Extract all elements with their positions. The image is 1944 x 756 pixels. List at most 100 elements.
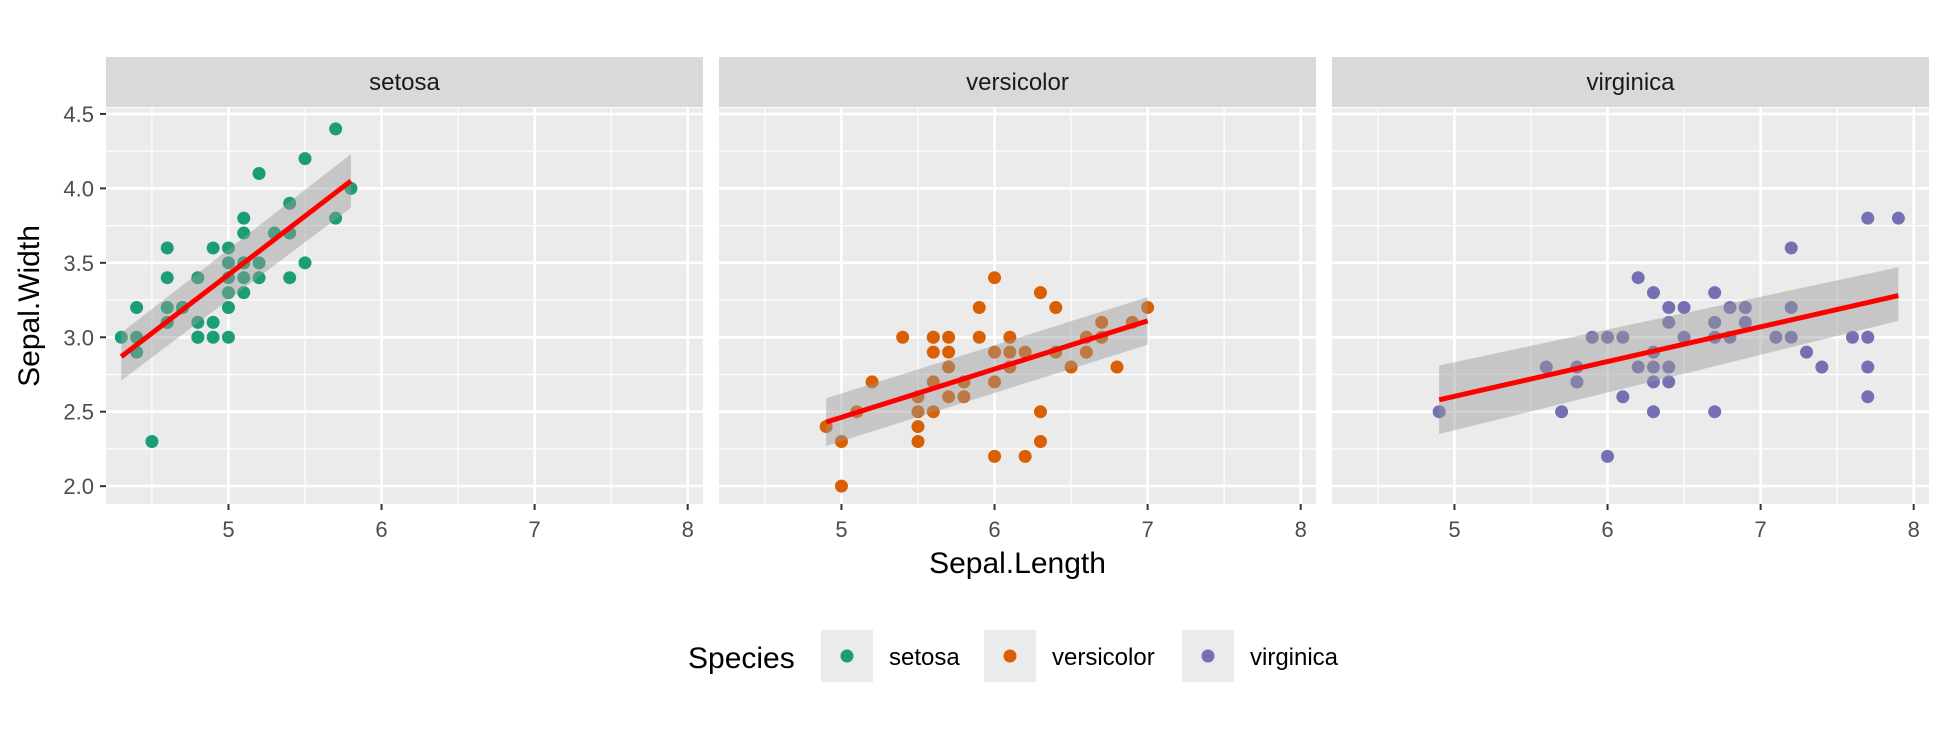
- data-point: [911, 405, 925, 419]
- panel-background: [106, 108, 703, 504]
- data-point: [1631, 271, 1645, 285]
- data-point: [957, 390, 971, 404]
- x-tick-label: 6: [1601, 517, 1613, 542]
- data-point: [942, 345, 956, 359]
- data-point: [1033, 405, 1047, 419]
- facet-strip: [719, 57, 1316, 107]
- x-axis-title: Sepal.Length: [929, 547, 1106, 580]
- data-point: [221, 286, 235, 300]
- data-point: [1601, 330, 1615, 344]
- x-tick-label: 6: [375, 517, 387, 542]
- regression-line: [1438, 293, 1899, 403]
- facet-panel-virginica: virginica: [1332, 57, 1929, 504]
- y-tick-label: 2.0: [63, 474, 94, 499]
- y-tick-label: 4.0: [63, 176, 94, 201]
- data-point: [1861, 330, 1875, 344]
- data-point: [1708, 405, 1722, 419]
- facet-panel-setosa: setosa: [106, 57, 703, 504]
- x-tick-label: 7: [528, 517, 540, 542]
- x-axes: 5 6 7 8 5 6 7 8 5 6 7 8: [222, 504, 1920, 542]
- data-point: [221, 256, 235, 270]
- data-point: [1616, 330, 1630, 344]
- data-point: [1033, 286, 1047, 300]
- data-point: [942, 390, 956, 404]
- data-point: [283, 196, 297, 210]
- data-point: [298, 256, 312, 270]
- y-tick-label: 4.5: [63, 102, 94, 127]
- legend-label: versicolor: [1052, 644, 1155, 671]
- facet-strip-label: setosa: [369, 69, 440, 96]
- data-point: [1662, 300, 1676, 314]
- data-point: [298, 152, 312, 166]
- data-point: [834, 479, 848, 493]
- data-point: [926, 405, 940, 419]
- data-point: [988, 449, 1002, 463]
- facet-panel-versicolor: versicolor: [719, 57, 1316, 504]
- data-point: [1570, 375, 1584, 389]
- y-axis: 2.0 2.5 3.0 3.5 4.0 4.5: [63, 102, 106, 499]
- data-point: [329, 122, 343, 136]
- data-point: [237, 211, 251, 225]
- data-point: [1845, 330, 1859, 344]
- data-point: [1784, 241, 1798, 255]
- facet-strip: [1332, 57, 1929, 107]
- data-point: [191, 271, 205, 285]
- data-point: [283, 271, 297, 285]
- data-point: [145, 434, 159, 448]
- y-tick-label: 3.5: [63, 251, 94, 276]
- panel-background: [719, 108, 1316, 504]
- facet-strip-label: virginica: [1586, 69, 1675, 96]
- data-point: [237, 271, 251, 285]
- data-point: [221, 330, 235, 344]
- data-point: [1769, 330, 1783, 344]
- data-point: [1018, 449, 1032, 463]
- x-tick-label: 8: [1295, 517, 1307, 542]
- legend-swatch: [1003, 649, 1017, 663]
- x-tick-label: 7: [1141, 517, 1153, 542]
- data-point: [942, 360, 956, 374]
- data-point: [865, 375, 879, 389]
- data-point: [1064, 360, 1078, 374]
- x-tick-label: 5: [222, 517, 234, 542]
- facet-strip: [106, 57, 703, 107]
- data-point: [1141, 300, 1155, 314]
- data-point: [1018, 345, 1032, 359]
- legend-swatch: [840, 649, 854, 663]
- data-point: [1784, 330, 1798, 344]
- x-axis-virginica: 5 6 7 8: [1448, 504, 1920, 542]
- data-point: [252, 271, 266, 285]
- regression-line: [825, 318, 1149, 425]
- data-point: [1003, 345, 1017, 359]
- data-point: [114, 330, 128, 344]
- data-point: [206, 315, 220, 329]
- data-point: [972, 330, 986, 344]
- data-point: [221, 241, 235, 255]
- data-point: [1095, 315, 1109, 329]
- data-point: [252, 167, 266, 181]
- data-point: [1861, 211, 1875, 225]
- legend-label: virginica: [1250, 644, 1339, 671]
- legend-swatch: [1201, 649, 1215, 663]
- data-point: [1539, 360, 1553, 374]
- data-point: [1646, 286, 1660, 300]
- data-point: [191, 315, 205, 329]
- panel-background: [1332, 108, 1929, 504]
- data-point: [206, 330, 220, 344]
- data-point: [1631, 360, 1645, 374]
- data-point: [329, 211, 343, 225]
- confidence-band: [1439, 267, 1899, 435]
- data-point: [1616, 390, 1630, 404]
- data-point: [1003, 330, 1017, 344]
- data-point: [206, 241, 220, 255]
- data-point: [1662, 375, 1676, 389]
- data-point: [160, 271, 174, 285]
- data-point: [1738, 300, 1752, 314]
- y-axis-title: Sepal.Width: [13, 225, 46, 387]
- x-tick-label: 8: [1908, 517, 1920, 542]
- facet-strip-label: versicolor: [966, 69, 1069, 96]
- x-axis-setosa: 5 6 7 8: [222, 504, 694, 542]
- data-point: [1891, 211, 1905, 225]
- x-tick-label: 8: [682, 517, 694, 542]
- data-point: [896, 330, 910, 344]
- legend-title: Species: [688, 642, 795, 675]
